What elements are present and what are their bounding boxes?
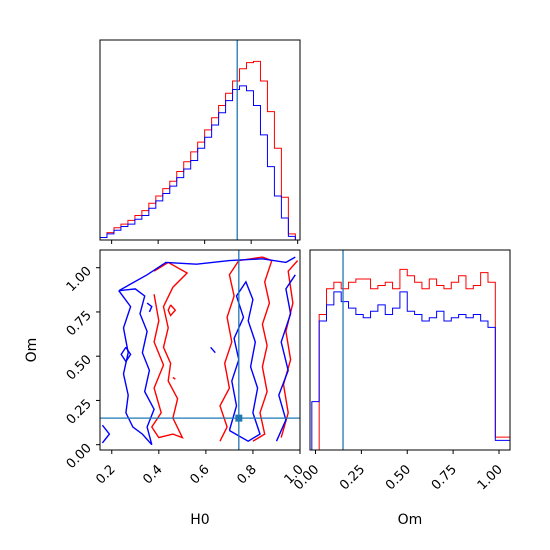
joint-y-tick-label: 0.25 xyxy=(64,397,95,428)
red-contour-1 xyxy=(219,256,273,442)
joint-truth-marker xyxy=(235,414,243,422)
om-histogram-frame xyxy=(309,249,511,451)
red-contour-2 xyxy=(280,260,299,438)
x-axis-label-h0: H0 xyxy=(190,512,209,528)
h0-histogram-blue-series xyxy=(99,85,296,240)
om-histogram-x-tick-label: 1.00 xyxy=(475,462,506,493)
h0-histogram-ticks xyxy=(111,240,299,244)
om-histogram-blue-series xyxy=(311,291,510,450)
joint-x-tick-label: 0.2 xyxy=(93,462,118,487)
red-contour-0 xyxy=(150,261,189,439)
om-histogram-red-series xyxy=(311,268,510,450)
x-axis-label-om: Om xyxy=(398,512,423,528)
joint-x-tick-label: 0.4 xyxy=(140,462,165,487)
om-histogram-panel: 0.00 0.25 0.50 0.75 1.00 Om xyxy=(291,249,511,528)
om-histogram-x-tick-label: 0.75 xyxy=(429,462,460,493)
blue-contour-2 xyxy=(101,424,111,444)
om-histogram-x-tick-label: 0.25 xyxy=(337,462,368,493)
blue-contour-4 xyxy=(275,274,296,442)
blue-contour-1 xyxy=(118,288,155,446)
om-histogram-x-tick-label: 0.50 xyxy=(383,462,414,493)
joint-frame xyxy=(99,249,301,451)
joint-panel: 0.2 0.4 0.6 0.8 1.00.000.250.500.751.00 H0 O… xyxy=(24,249,307,528)
joint-y-tick-label: 0.00 xyxy=(64,441,95,472)
joint-y-tick-label: 1.00 xyxy=(64,264,95,295)
y-axis-label-om: Om xyxy=(24,338,40,363)
h0-histogram-panel xyxy=(99,39,301,244)
joint-x-tick-label: 0.6 xyxy=(187,462,212,487)
h0-histogram-marks xyxy=(99,40,296,240)
joint-y-tick-label: 0.50 xyxy=(64,352,95,383)
blue-contour-3 xyxy=(228,280,261,443)
blue-contour-6 xyxy=(146,302,153,313)
blue-contour-7 xyxy=(210,346,216,354)
h0-histogram-red-series xyxy=(99,60,296,240)
om-histogram-ticks: 0.00 0.25 0.50 0.75 1.00 xyxy=(291,450,506,493)
red-contour-4 xyxy=(167,304,177,317)
red-contour-3 xyxy=(172,376,176,380)
joint-y-tick-label: 0.75 xyxy=(64,308,95,339)
h0-histogram-frame xyxy=(99,39,301,241)
joint-contour-marks xyxy=(100,250,300,450)
om-histogram-marks xyxy=(311,250,510,450)
blue-contour-0 xyxy=(118,256,296,292)
joint-x-tick-label: 0.8 xyxy=(235,462,260,487)
blue-contour-5 xyxy=(120,346,132,363)
joint-contours xyxy=(100,250,300,450)
